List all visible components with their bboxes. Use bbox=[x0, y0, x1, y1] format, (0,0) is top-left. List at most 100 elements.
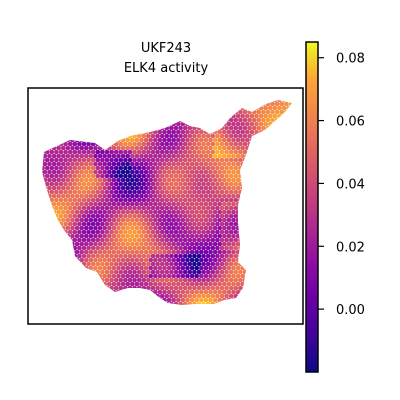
spot bbox=[279, 157, 285, 163]
spot bbox=[134, 153, 140, 159]
spot bbox=[187, 181, 193, 187]
spot bbox=[284, 101, 289, 107]
spot bbox=[159, 285, 165, 291]
spot bbox=[261, 101, 266, 107]
spot bbox=[217, 113, 222, 119]
spot bbox=[134, 105, 140, 111]
spot bbox=[141, 109, 147, 115]
spot bbox=[84, 265, 89, 271]
spot bbox=[143, 217, 149, 223]
spot bbox=[90, 189, 96, 195]
spot bbox=[164, 189, 170, 195]
spot bbox=[159, 269, 165, 275]
spot bbox=[279, 245, 285, 251]
spot bbox=[242, 197, 248, 203]
spot bbox=[143, 129, 149, 135]
spot bbox=[61, 145, 66, 151]
spot bbox=[254, 137, 259, 143]
spot bbox=[176, 241, 181, 247]
spot bbox=[116, 169, 121, 175]
spot bbox=[155, 181, 160, 187]
spot bbox=[270, 117, 275, 123]
spot bbox=[279, 253, 285, 259]
spot bbox=[36, 158, 41, 163]
spot bbox=[116, 289, 121, 295]
spot bbox=[56, 145, 61, 151]
spot bbox=[159, 205, 165, 211]
spot bbox=[157, 169, 163, 175]
spot bbox=[226, 225, 232, 231]
spot bbox=[79, 249, 84, 255]
spot bbox=[254, 193, 259, 199]
spot bbox=[100, 149, 105, 155]
spot bbox=[176, 100, 181, 103]
spot bbox=[150, 261, 156, 267]
spot bbox=[203, 153, 209, 159]
spot bbox=[164, 181, 170, 187]
spot bbox=[293, 150, 298, 155]
spot bbox=[70, 129, 75, 135]
spot bbox=[47, 185, 52, 191]
spot bbox=[111, 185, 117, 191]
spot bbox=[162, 225, 167, 231]
spot bbox=[42, 277, 45, 283]
spot bbox=[150, 301, 156, 305]
spot bbox=[51, 249, 57, 255]
spot bbox=[293, 190, 298, 195]
spot bbox=[42, 217, 48, 223]
spot bbox=[281, 257, 287, 263]
spot bbox=[61, 129, 66, 135]
spot bbox=[102, 249, 107, 255]
spot bbox=[113, 117, 119, 123]
spot bbox=[141, 277, 147, 283]
spot bbox=[135, 306, 140, 311]
spot bbox=[205, 197, 211, 203]
spot bbox=[190, 306, 195, 311]
spot bbox=[88, 193, 94, 199]
spot bbox=[254, 241, 259, 247]
spot bbox=[107, 225, 112, 231]
spot bbox=[261, 213, 266, 219]
spot bbox=[189, 209, 195, 215]
spot bbox=[58, 245, 64, 251]
spot bbox=[219, 277, 225, 283]
spot bbox=[79, 185, 84, 191]
spot bbox=[36, 102, 41, 107]
spot bbox=[182, 213, 188, 219]
spot bbox=[77, 109, 82, 115]
spot bbox=[187, 165, 193, 171]
spot bbox=[185, 100, 190, 103]
spot bbox=[146, 293, 151, 299]
spot bbox=[130, 217, 135, 223]
spot bbox=[104, 125, 110, 131]
spot bbox=[274, 205, 280, 211]
spot bbox=[279, 269, 285, 275]
spot bbox=[208, 273, 213, 279]
spot bbox=[93, 153, 98, 159]
spot bbox=[146, 109, 151, 115]
spot bbox=[272, 233, 278, 239]
spot bbox=[182, 269, 188, 275]
spot bbox=[86, 149, 91, 155]
spot bbox=[54, 133, 59, 139]
spot bbox=[185, 306, 190, 311]
spot bbox=[173, 157, 179, 163]
spot bbox=[274, 301, 280, 305]
spot bbox=[42, 209, 48, 215]
spot bbox=[242, 277, 248, 283]
spot bbox=[51, 297, 57, 303]
spot bbox=[286, 177, 292, 183]
spot bbox=[139, 225, 144, 231]
spot bbox=[143, 265, 149, 271]
spot bbox=[235, 169, 241, 175]
spot bbox=[187, 301, 193, 305]
spot bbox=[104, 237, 110, 243]
spot bbox=[111, 217, 117, 223]
spot bbox=[281, 100, 287, 103]
spot bbox=[286, 281, 292, 287]
spot bbox=[245, 201, 250, 207]
spot bbox=[136, 269, 142, 275]
spot bbox=[242, 229, 248, 235]
spot bbox=[97, 265, 103, 271]
spot bbox=[272, 257, 278, 263]
